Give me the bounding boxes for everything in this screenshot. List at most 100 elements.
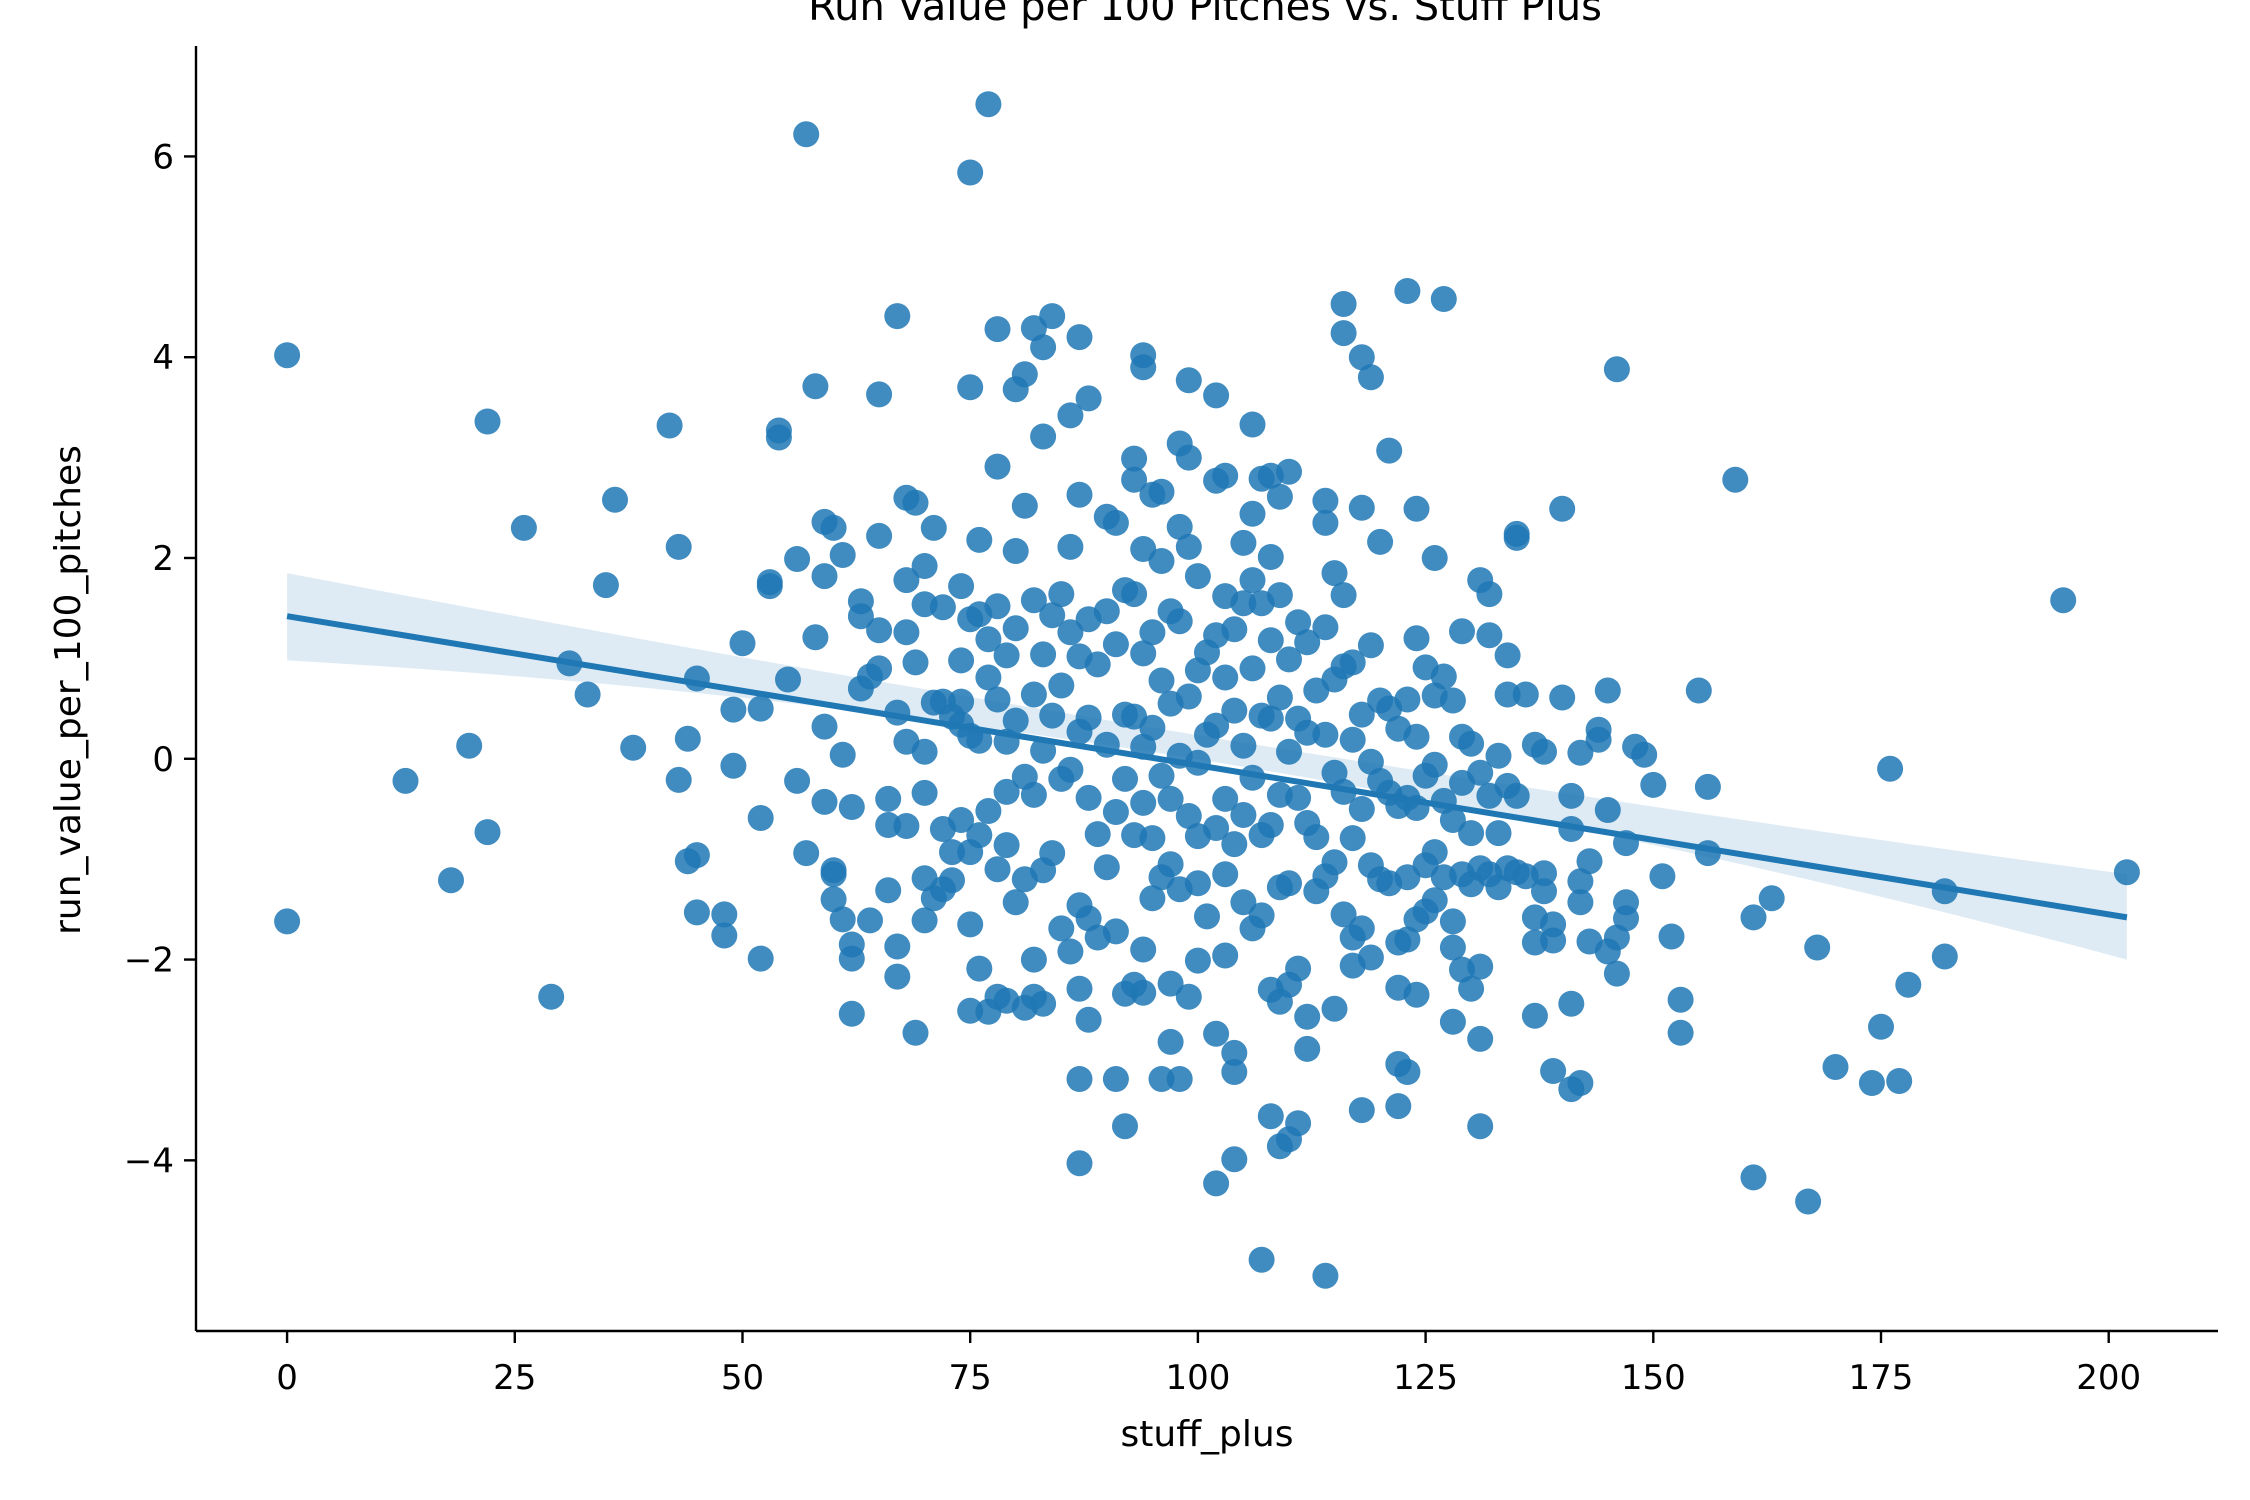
data-point <box>711 901 738 928</box>
data-point <box>729 630 756 657</box>
data-point <box>2050 587 2077 614</box>
data-point <box>1430 286 1457 312</box>
data-point <box>1795 1188 1822 1215</box>
data-point <box>1540 1058 1567 1084</box>
data-point <box>765 424 792 451</box>
data-point <box>948 647 975 674</box>
data-point <box>1184 563 1211 590</box>
data-point <box>1467 1025 1494 1052</box>
data-point <box>820 886 847 913</box>
data-point <box>1048 915 1075 942</box>
data-point <box>2113 859 2140 886</box>
data-point <box>975 626 1002 653</box>
data-point <box>838 794 865 820</box>
data-point <box>1039 840 1066 867</box>
data-point <box>1330 320 1357 347</box>
data-point <box>1221 1059 1248 1085</box>
data-point <box>993 778 1020 805</box>
data-point <box>720 696 747 723</box>
data-point <box>1166 1066 1193 1092</box>
data-point <box>1066 324 1093 351</box>
data-point <box>1230 732 1257 759</box>
data-point <box>1512 681 1539 708</box>
data-point <box>1212 664 1239 691</box>
data-point <box>474 819 501 846</box>
data-point <box>1048 581 1075 608</box>
data-point <box>920 514 947 541</box>
x-tick-label: 200 <box>2076 1358 2141 1398</box>
data-point <box>1212 785 1239 812</box>
data-point <box>911 907 938 934</box>
data-point <box>274 342 301 369</box>
data-point <box>957 374 984 401</box>
data-point <box>665 533 692 560</box>
data-point <box>747 695 774 722</box>
data-point <box>510 514 537 541</box>
data-point <box>720 752 747 779</box>
data-point <box>392 767 419 794</box>
data-point <box>1339 649 1366 676</box>
data-point <box>1694 773 1721 800</box>
data-point <box>1157 851 1184 878</box>
data-point <box>1458 820 1485 847</box>
data-point <box>857 907 883 934</box>
data-point <box>1084 651 1111 678</box>
data-point <box>1221 831 1248 858</box>
data-point <box>1449 618 1475 645</box>
data-point <box>1549 495 1576 522</box>
data-point <box>1203 815 1230 841</box>
data-point <box>456 732 483 759</box>
data-point <box>1649 863 1676 890</box>
data-point <box>984 316 1011 343</box>
data-point <box>1221 1039 1248 1066</box>
data-point <box>1312 721 1339 748</box>
x-tick-label: 125 <box>1393 1358 1458 1398</box>
chart-title: Run Value per 100 Pitches vs. Stuff Plus <box>808 0 1602 30</box>
data-point <box>1048 672 1075 699</box>
y-tick-label: −4 <box>124 1141 174 1181</box>
data-point <box>993 642 1020 669</box>
data-point <box>784 546 811 572</box>
data-point <box>665 766 692 793</box>
data-point <box>1740 1164 1767 1191</box>
data-point <box>820 861 847 888</box>
data-point <box>893 813 920 839</box>
data-point <box>1112 1113 1138 1140</box>
data-point <box>866 381 893 408</box>
data-point <box>1740 904 1767 931</box>
data-point <box>1294 1035 1321 1062</box>
data-point <box>1321 849 1348 876</box>
data-point <box>1020 946 1047 973</box>
data-point <box>975 798 1002 824</box>
data-point <box>1348 796 1375 822</box>
data-point <box>1330 291 1357 317</box>
data-point <box>1285 784 1312 811</box>
data-point <box>1030 641 1057 668</box>
data-point <box>1257 1103 1284 1130</box>
data-point <box>1102 509 1129 536</box>
data-point <box>1439 908 1466 935</box>
data-point <box>1868 1013 1894 1040</box>
data-point <box>274 908 301 935</box>
data-point <box>1576 848 1603 875</box>
data-point <box>1285 1110 1312 1137</box>
data-point <box>1066 975 1093 1002</box>
data-point <box>1339 825 1366 852</box>
data-point <box>1221 616 1248 643</box>
data-point <box>957 911 984 938</box>
data-point <box>1148 762 1175 789</box>
data-point <box>1002 707 1029 734</box>
data-point <box>1102 918 1129 945</box>
data-point <box>1822 1054 1849 1080</box>
data-point <box>866 522 893 549</box>
data-point <box>1430 663 1457 690</box>
data-point <box>1521 1002 1548 1029</box>
data-point <box>1858 1070 1885 1096</box>
data-point <box>1685 677 1712 704</box>
data-point <box>984 856 1011 883</box>
data-point <box>1321 995 1348 1022</box>
x-tick-label: 50 <box>721 1358 764 1398</box>
data-point <box>1394 926 1421 953</box>
